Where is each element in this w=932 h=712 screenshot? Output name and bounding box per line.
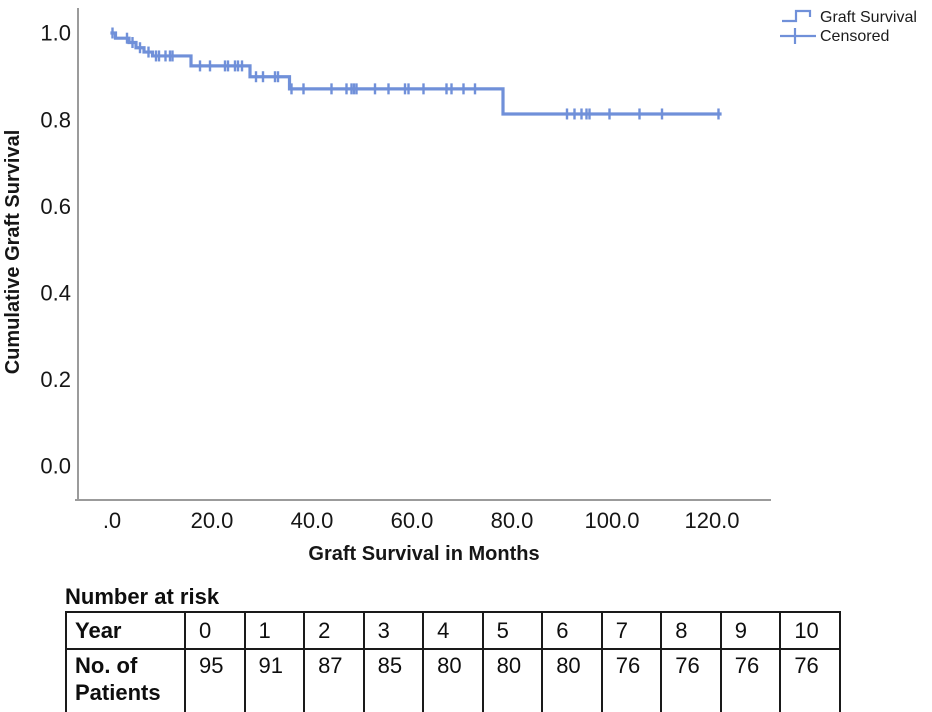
patients-cell: 76 xyxy=(660,648,722,712)
patients-cell: 80 xyxy=(422,648,484,712)
x-tick-label: .0 xyxy=(103,508,121,533)
risk-table-title: Number at risk xyxy=(65,584,220,609)
year-cell: 3 xyxy=(362,611,425,650)
year-cell: 1 xyxy=(243,611,306,650)
x-axis-tick-labels: .0 20.0 40.0 60.0 80.0 100.0 120.0 xyxy=(103,508,740,533)
number-at-risk-table: Year 0 1 2 3 4 5 6 7 8 9 10 No. of Patients 95 91 87… xyxy=(65,611,841,712)
y-tick-label: 0.8 xyxy=(40,107,71,132)
patients-row-header: No. of Patients xyxy=(65,648,186,712)
year-cell: 5 xyxy=(481,611,544,650)
year-cell: 8 xyxy=(660,611,722,650)
legend-label-graft-survival: Graft Survival xyxy=(820,9,917,26)
x-tick-label: 60.0 xyxy=(391,508,434,533)
patients-cell: 95 xyxy=(184,648,246,712)
x-tick-label: 100.0 xyxy=(584,508,639,533)
plus-icon xyxy=(780,28,816,44)
year-cell: 0 xyxy=(184,611,246,650)
legend-label-censored: Censored xyxy=(820,28,889,45)
risk-table-patients-row: No. of Patients 95 91 87 85 80 80 80 76 76 76 76 xyxy=(65,648,841,712)
legend: Graft Survival Censored xyxy=(780,9,917,45)
year-cell: 4 xyxy=(422,611,484,650)
risk-table-year-row: Year 0 1 2 3 4 5 6 7 8 9 10 xyxy=(65,611,841,650)
censor-ticks xyxy=(111,27,720,120)
year-cell: 2 xyxy=(303,611,365,650)
x-axis-title: Graft Survival in Months xyxy=(308,543,539,565)
survival-curve xyxy=(110,31,722,116)
y-tick-label: 0.0 xyxy=(40,454,71,479)
y-axis-tick-labels: 0.0 0.2 0.4 0.6 0.8 1.0 xyxy=(40,21,71,479)
y-axis-title: Cumulative Graft Survival xyxy=(2,130,24,375)
y-tick-label: 1.0 xyxy=(40,21,71,46)
y-tick-label: 0.4 xyxy=(40,281,71,306)
x-tick-label: 20.0 xyxy=(191,508,234,533)
x-tick-label: 80.0 xyxy=(491,508,534,533)
year-cell: 6 xyxy=(541,611,603,650)
patients-cell: 76 xyxy=(779,648,841,712)
patients-cell: 76 xyxy=(719,648,782,712)
year-cell: 9 xyxy=(719,611,782,650)
y-tick-label: 0.6 xyxy=(40,194,71,219)
year-cell: 7 xyxy=(600,611,663,650)
year-row-header: Year xyxy=(65,611,186,650)
x-tick-label: 120.0 xyxy=(684,508,739,533)
patients-cell: 91 xyxy=(243,648,306,712)
step-line-icon xyxy=(782,9,812,23)
patients-cell: 80 xyxy=(541,648,603,712)
patients-cell: 87 xyxy=(303,648,365,712)
survival-chart: 0.0 0.2 0.4 0.6 0.8 1.0 .0 20.0 40.0 60.0 80.0 100… xyxy=(2,8,917,565)
year-cell: 10 xyxy=(779,611,841,650)
patients-cell: 80 xyxy=(481,648,544,712)
patients-cell: 85 xyxy=(362,648,425,712)
patients-cell: 76 xyxy=(600,648,663,712)
y-tick-label: 0.2 xyxy=(40,367,71,392)
x-tick-label: 40.0 xyxy=(291,508,334,533)
